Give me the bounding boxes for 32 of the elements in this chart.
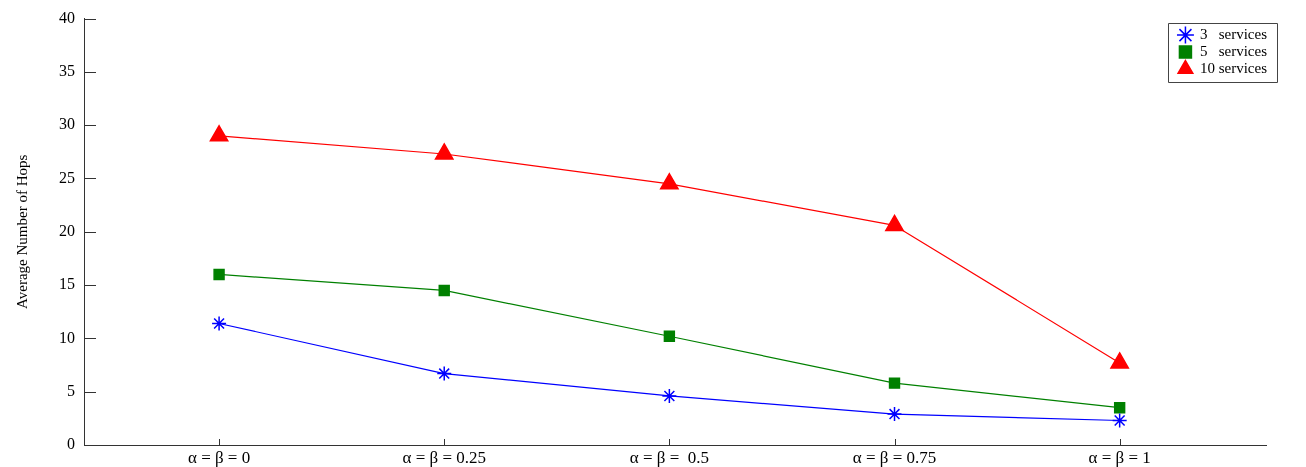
point (434, 143, 454, 160)
point (885, 214, 904, 232)
x-tick-label: α = β = 1 (1088, 447, 1151, 467)
y-tick-label: 0 (67, 435, 75, 453)
point (886, 406, 903, 422)
point (659, 173, 679, 190)
point (1111, 412, 1128, 429)
legend-label: 5 services (1199, 43, 1268, 60)
x-tick-label: α = β = 0 (187, 447, 251, 467)
y-tick-label: 20 (59, 222, 75, 239)
point (438, 284, 450, 297)
y-axis-title: Average Number of Hops (13, 154, 30, 309)
x-tick-label: α = β = 0.25 (402, 447, 486, 467)
point (213, 268, 225, 281)
y-tick-label: 25 (59, 168, 75, 186)
x-tick-label: α = β = 0.5 (629, 447, 709, 467)
point (1113, 401, 1126, 414)
y-tick-label: 35 (59, 62, 75, 80)
legend-label: 3 services (1199, 26, 1268, 43)
y-tick-label: 10 (59, 328, 75, 346)
point (661, 388, 678, 404)
point (436, 365, 452, 382)
point (211, 315, 227, 332)
y-tick-label: 15 (59, 275, 75, 293)
y-tick-label: 5 (67, 381, 75, 399)
point (888, 377, 901, 389)
point (663, 330, 676, 342)
x-tick-label: α = β = 0.75 (852, 447, 937, 467)
legend-label: 10 services (1199, 60, 1268, 77)
y-tick-label: 40 (59, 8, 75, 26)
y-tick-label: 30 (59, 115, 75, 133)
point (209, 125, 229, 142)
